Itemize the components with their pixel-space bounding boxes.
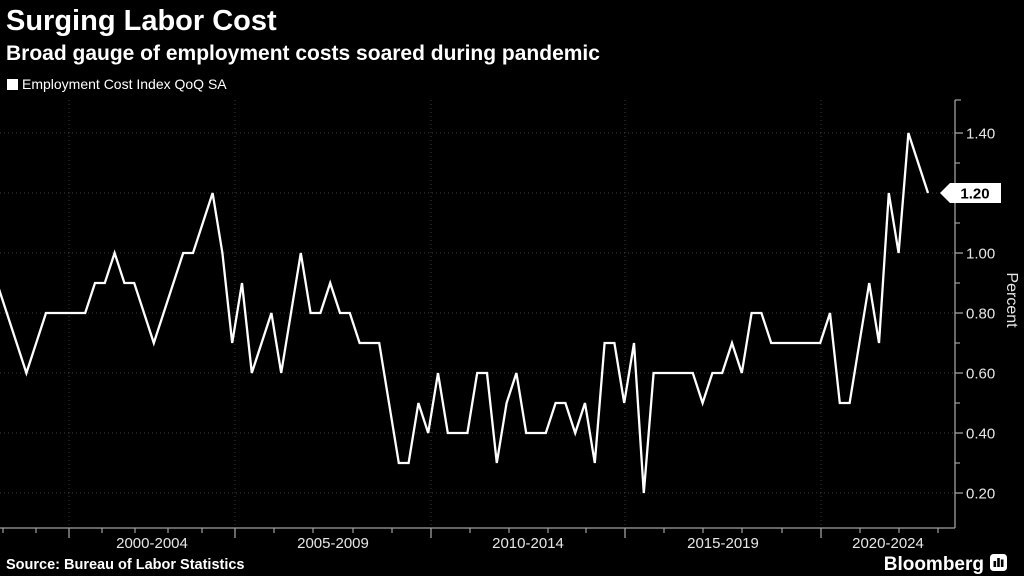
y-axis-title: Percent bbox=[1003, 272, 1020, 328]
x-axis-tick-label: 2020-2024 bbox=[852, 535, 924, 552]
x-axis-tick-label: 2015-2019 bbox=[687, 535, 759, 552]
legend-label: Employment Cost Index QoQ SA bbox=[22, 76, 227, 92]
last-value-badge-text: 1.20 bbox=[960, 185, 989, 202]
vertical-gridlines bbox=[68, 100, 822, 528]
y-axis-tick-label: 0.80 bbox=[966, 305, 995, 322]
legend-marker-icon bbox=[7, 79, 18, 90]
last-value-badge: 1.20 bbox=[940, 183, 1001, 203]
x-axis-tick-label: 2010-2014 bbox=[492, 535, 564, 552]
x-axis-tick-label: 2005-2009 bbox=[297, 535, 369, 552]
y-axis-tick-label: 1.00 bbox=[966, 245, 995, 262]
eci-series-line bbox=[0, 132, 930, 494]
axis-ticks bbox=[2, 99, 963, 538]
bloomberg-icon-bar bbox=[1000, 559, 1004, 567]
x-axis-tick-label: 2000-2004 bbox=[116, 535, 188, 552]
bloomberg-wordmark: Bloomberg bbox=[884, 554, 984, 575]
last-value-badge-shape bbox=[940, 183, 1001, 203]
y-axis-tick-labels: 0.20 0.40 0.60 0.80 1.00 1.40 bbox=[966, 125, 995, 502]
y-axis-tick-label: 1.40 bbox=[966, 125, 995, 142]
x-axis-tick-labels: 2000-2004 2005-2009 2010-2014 2015-2019 2020… bbox=[116, 535, 924, 552]
bloomberg-icon-bar bbox=[997, 558, 1000, 567]
y-axis-tick-label: 0.20 bbox=[966, 485, 995, 502]
bloomberg-icon-bar bbox=[993, 561, 997, 567]
page-subtitle: Broad gauge of employment costs soared d… bbox=[6, 42, 600, 65]
page-title: Surging Labor Cost bbox=[6, 5, 277, 37]
y-axis-tick-label: 0.60 bbox=[966, 365, 995, 382]
source-text: Source: Bureau of Labor Statistics bbox=[6, 557, 245, 573]
bloomberg-logo: Bloomberg bbox=[884, 554, 1007, 575]
bloomberg-chart-icon bbox=[990, 554, 1007, 571]
legend: Employment Cost Index QoQ SA bbox=[7, 76, 227, 92]
y-axis-tick-label: 0.40 bbox=[966, 425, 995, 442]
